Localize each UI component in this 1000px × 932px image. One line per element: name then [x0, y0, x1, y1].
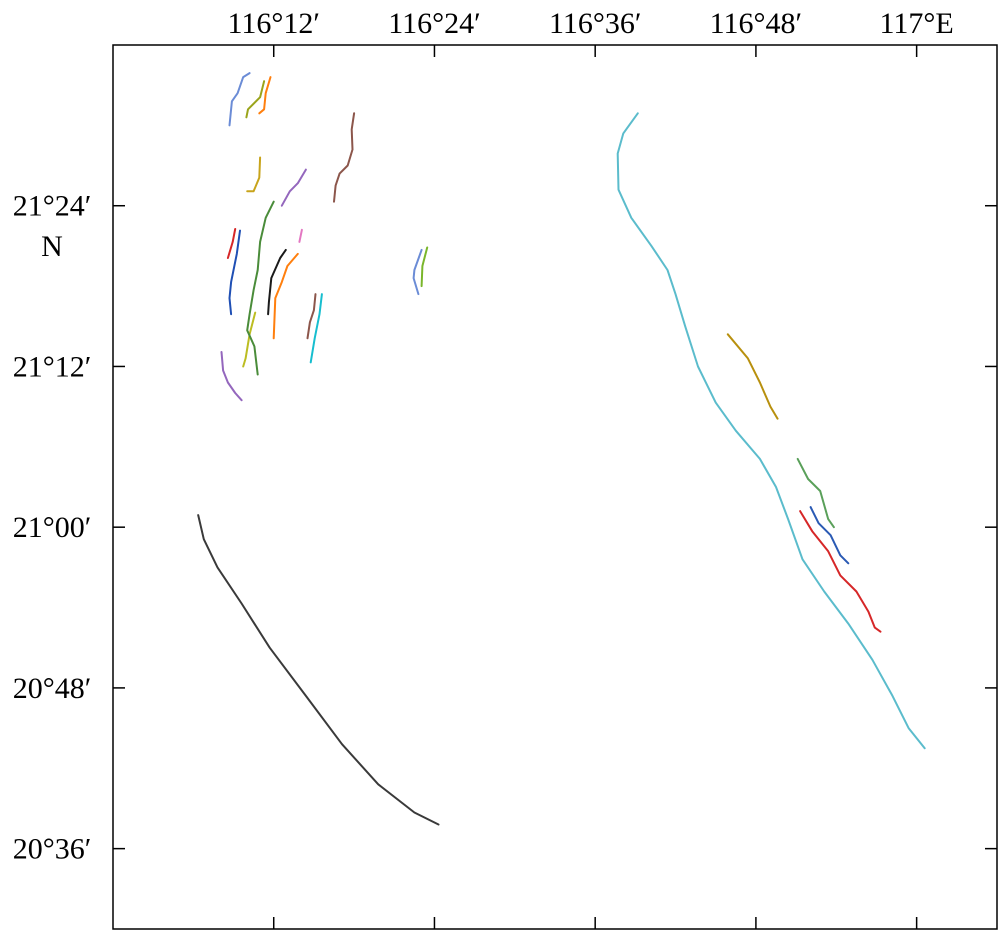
track-line-2 [228, 229, 241, 316]
track-line-4 [333, 112, 356, 203]
y-tick-label: 21°24′ [13, 190, 92, 223]
track-line-23 [809, 506, 850, 565]
track-line-14 [272, 252, 299, 340]
latitude-axis: 21°24′ 21°12′ 21°00′ 20°48′ 20°36′ [13, 190, 997, 866]
x-tick-label: 116°24′ [388, 7, 480, 40]
track-line-10 [245, 80, 266, 119]
x-tick-label: 116°12′ [228, 7, 320, 40]
track-line-12 [246, 156, 262, 193]
track-line-22 [796, 457, 835, 529]
y-tick-label: 21°00′ [13, 511, 92, 544]
track-line-8 [280, 168, 307, 207]
longitude-axis: 116°12′ 116°24′ 116°36′ 116°48′ 117°E [228, 7, 954, 929]
x-tick-label: 116°36′ [549, 7, 641, 40]
track-line-17 [412, 248, 423, 296]
track-line-15 [306, 293, 317, 340]
x-tick-label: 117°E [880, 7, 954, 40]
y-tick-label: 20°36′ [13, 833, 92, 866]
track-line-16 [309, 293, 323, 364]
track-line-5 [242, 311, 257, 368]
track-line-1 [226, 228, 237, 259]
track-line-24 [799, 510, 882, 633]
y-tick-label: 21°12′ [13, 350, 92, 383]
track-line-11 [258, 76, 272, 115]
track-line-21 [726, 333, 779, 420]
track-line-18 [420, 246, 429, 288]
track-line-19 [197, 514, 440, 826]
x-tick-label: 116°48′ [710, 7, 802, 40]
track-line-20 [616, 112, 926, 750]
latitude-unit-label: N [41, 230, 63, 263]
y-tick-label: 20°48′ [13, 672, 92, 705]
track-line-13 [267, 248, 287, 316]
map-frame [112, 44, 998, 930]
track-line-6 [246, 200, 275, 376]
survey-tracks [197, 72, 926, 826]
track-line-9 [228, 72, 251, 127]
track-line-3 [220, 351, 243, 402]
track-line-7 [298, 228, 303, 243]
